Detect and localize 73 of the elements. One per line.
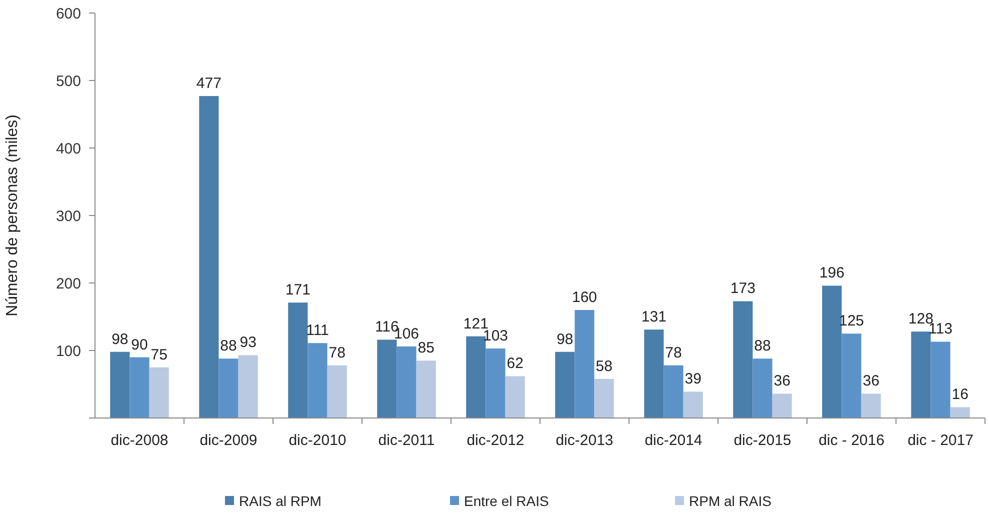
- bar: [377, 340, 397, 418]
- bar: [555, 352, 575, 418]
- x-tick-label: dic - 2016: [818, 432, 884, 449]
- bar: [416, 360, 436, 418]
- bar: [822, 286, 842, 418]
- bar: [466, 336, 486, 418]
- bar: [772, 394, 792, 418]
- data-label: 88: [220, 338, 237, 355]
- y-tick-label: 500: [56, 72, 81, 90]
- data-label: 160: [572, 289, 598, 306]
- data-label: 85: [418, 340, 434, 357]
- bar: [861, 394, 881, 418]
- legend-label: RPM al RAIS: [689, 493, 772, 509]
- bar: [130, 357, 150, 418]
- data-label: 98: [556, 330, 574, 348]
- data-label: 16: [952, 386, 968, 404]
- data-label: 58: [596, 358, 612, 375]
- bar: [911, 332, 931, 418]
- data-label: 90: [131, 336, 148, 354]
- data-label: 78: [328, 344, 346, 362]
- bar: [594, 378, 614, 418]
- y-tick-label: 200: [56, 275, 81, 292]
- data-label: 88: [754, 338, 771, 355]
- y-tick-label: 600: [56, 5, 81, 22]
- data-label: 78: [665, 344, 682, 362]
- bar: [683, 392, 703, 418]
- bar: [930, 342, 950, 418]
- x-tick-label: dic-2009: [200, 432, 258, 449]
- data-label: 196: [819, 264, 844, 282]
- bar: [288, 302, 308, 418]
- x-tick-label: dic-2008: [110, 432, 168, 449]
- y-tick-label: 400: [56, 140, 81, 158]
- bar: [505, 376, 525, 418]
- bar: [752, 358, 772, 418]
- x-tick-label: dic-2010: [288, 432, 346, 449]
- data-label: 93: [240, 334, 256, 352]
- bar: [308, 343, 328, 418]
- bar: [644, 330, 664, 418]
- x-tick-label: dic-2014: [644, 432, 702, 449]
- x-tick-label: dic-2012: [466, 432, 524, 449]
- bar: [574, 310, 594, 418]
- data-label: 131: [641, 308, 666, 326]
- x-tick-label: dic - 2017: [908, 432, 974, 449]
- bar: [110, 352, 130, 418]
- data-label: 75: [150, 346, 168, 364]
- data-label: 98: [112, 330, 128, 348]
- data-label: 36: [774, 372, 790, 390]
- bar: [238, 355, 258, 418]
- bar: [199, 96, 219, 418]
- bar: [664, 365, 684, 418]
- legend-label: RAIS al RPM: [239, 493, 322, 509]
- bar: [486, 348, 506, 418]
- x-tick-label: dic-2011: [378, 432, 435, 449]
- data-label: 39: [684, 370, 702, 388]
- data-label: 62: [506, 355, 524, 372]
- legend-label: Entre el RAIS: [464, 493, 549, 509]
- data-label: 477: [196, 75, 222, 92]
- bar: [149, 367, 169, 418]
- bar: [950, 407, 970, 418]
- data-label: 36: [862, 372, 880, 390]
- data-label: 173: [730, 280, 756, 298]
- bar: [842, 334, 862, 418]
- data-label: 171: [285, 282, 310, 299]
- y-axis-title: Número de personas (miles): [4, 114, 21, 316]
- y-tick-label: 300: [56, 208, 81, 225]
- y-tick-label: 100: [56, 342, 81, 360]
- bar: [327, 365, 347, 418]
- bar: [218, 358, 238, 418]
- x-tick-label: dic-2015: [734, 432, 792, 449]
- x-tick-label: dic-2013: [556, 432, 614, 449]
- bar: [733, 301, 753, 418]
- data-label: 103: [482, 327, 508, 344]
- bar: [396, 346, 416, 418]
